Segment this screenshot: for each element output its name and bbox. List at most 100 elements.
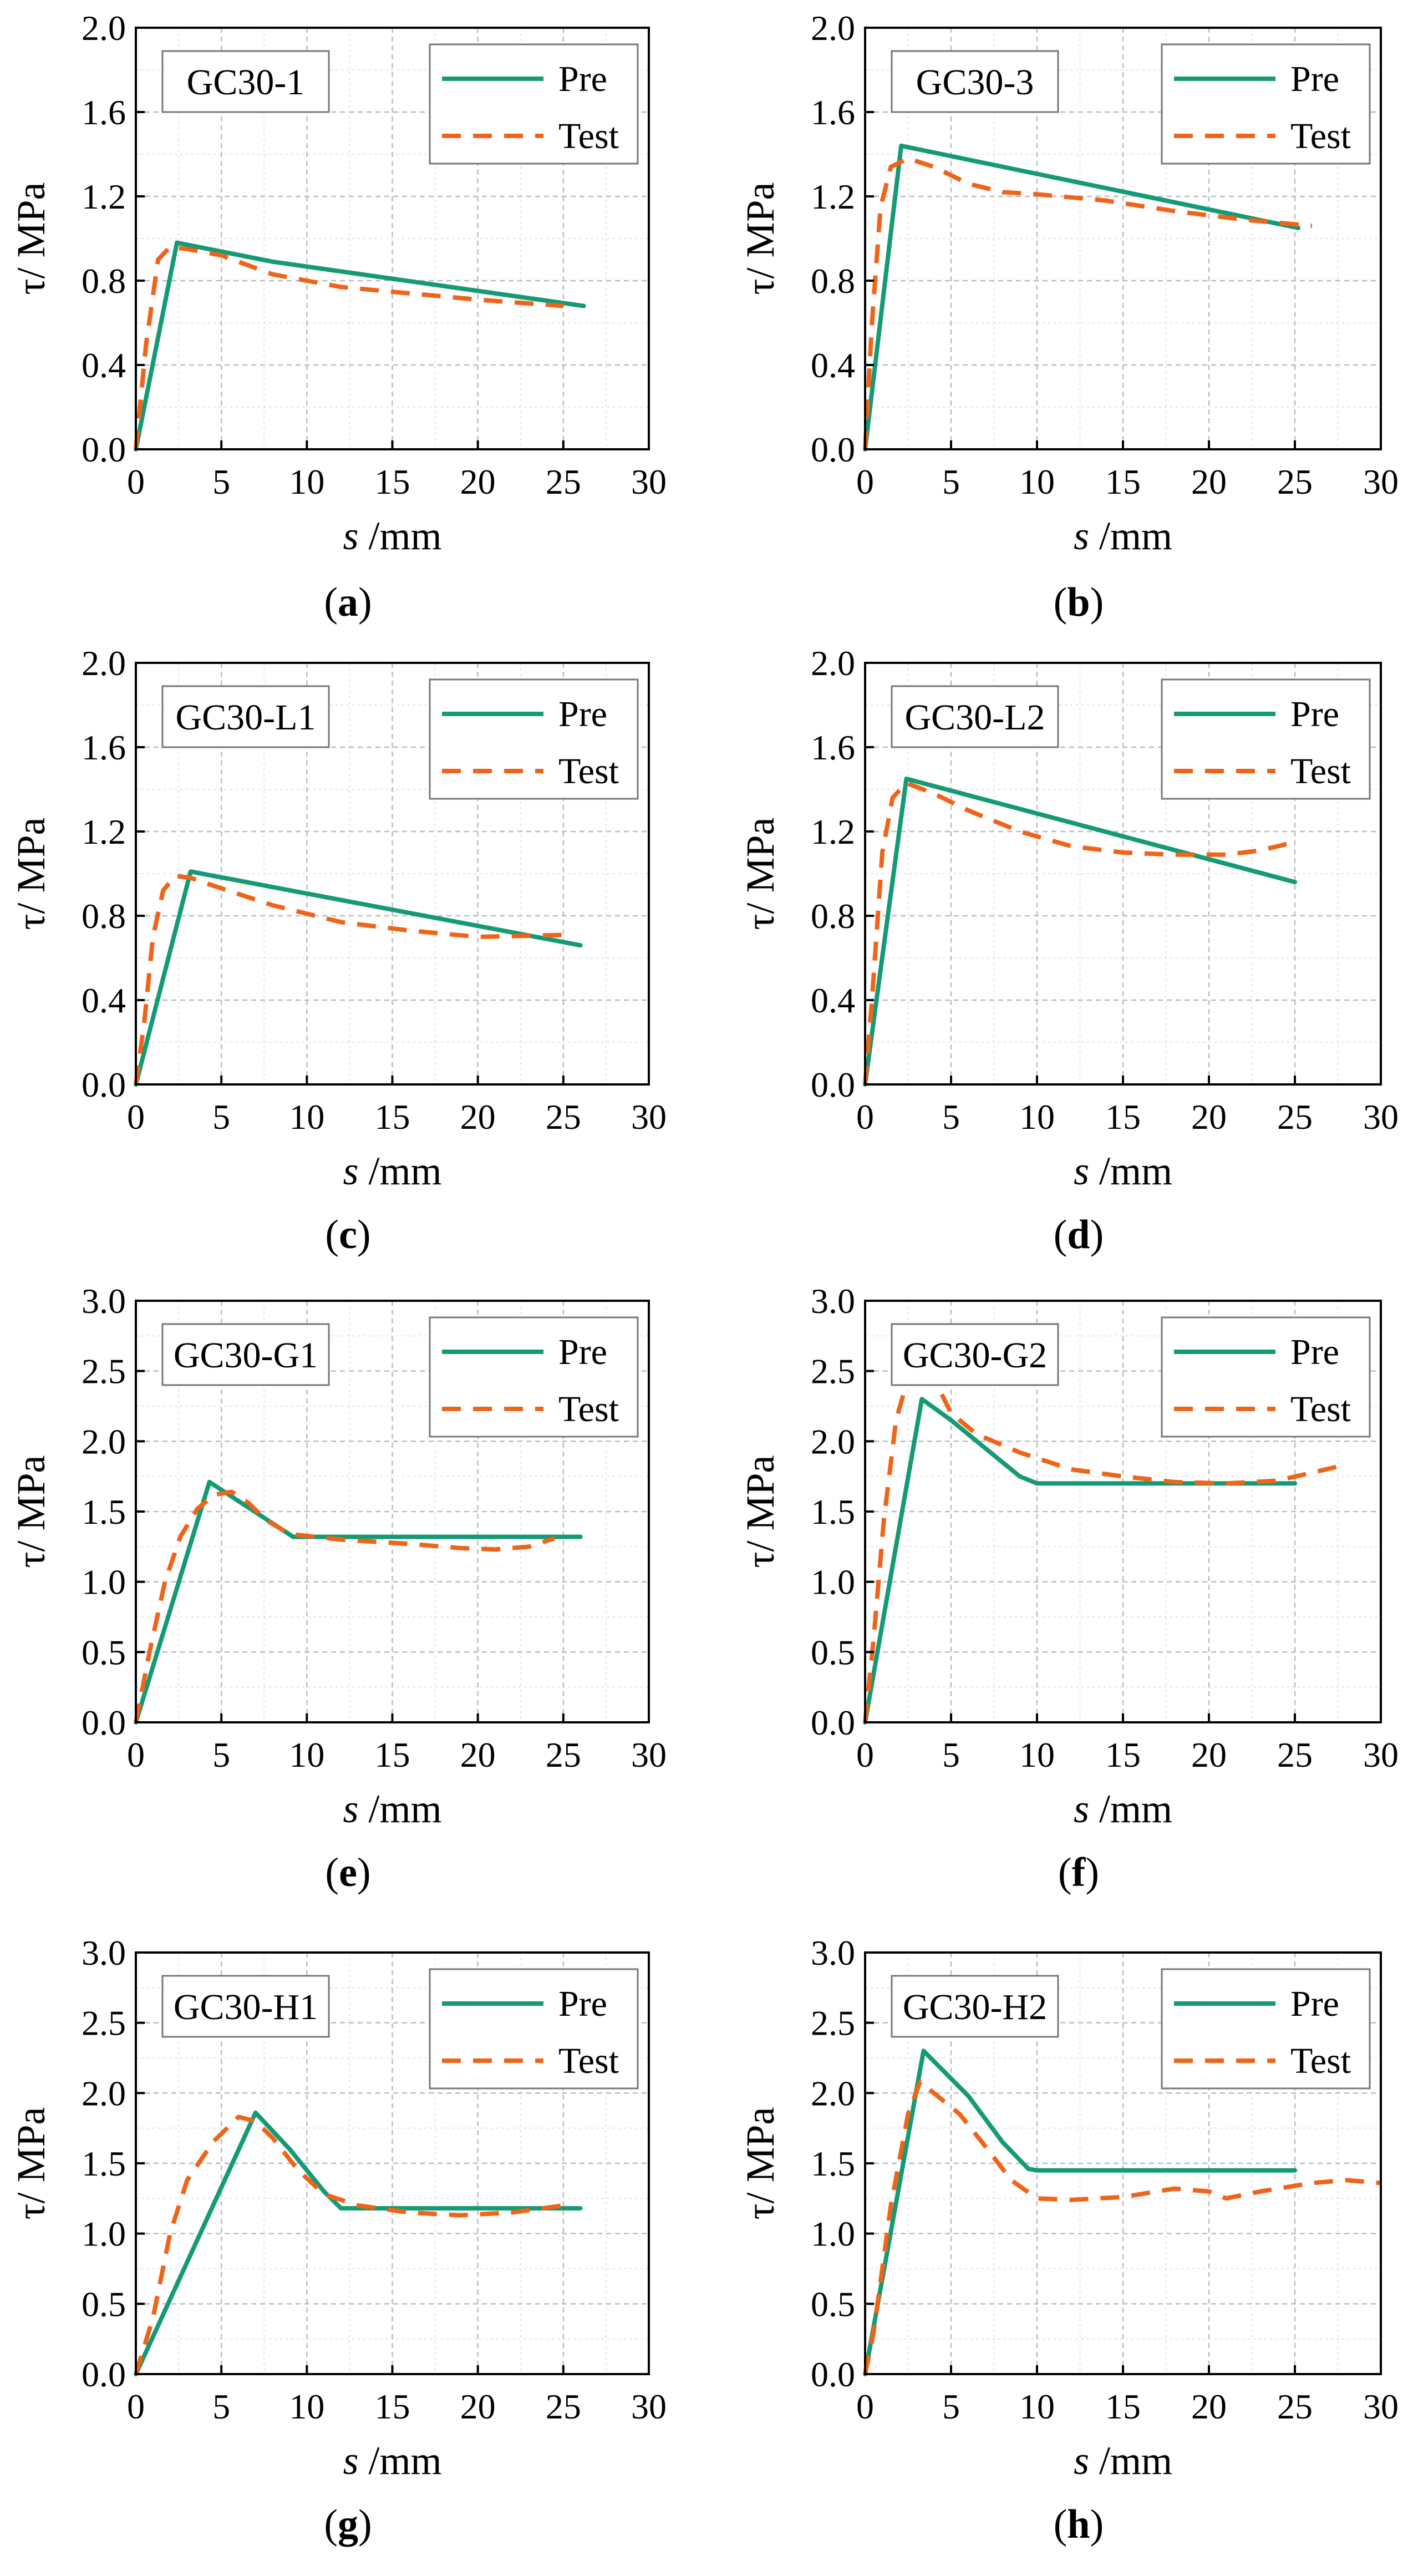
- x-tick-label: 30: [1363, 2387, 1399, 2426]
- series-line-test: [134, 245, 564, 450]
- x-axis-symbol: s: [343, 514, 358, 558]
- specimen-label: GC30-H1: [174, 1987, 318, 2027]
- caption-letter: h: [1067, 2502, 1090, 2547]
- y-axis-label: τ/ MPa: [9, 2107, 53, 2220]
- legend-label-pre: Pre: [1290, 59, 1339, 99]
- x-tick-label: 20: [1191, 2387, 1227, 2426]
- caption-letter: f: [1072, 1850, 1086, 1895]
- y-tick-label: 0.0: [811, 1703, 855, 1742]
- series-line-pre: [134, 240, 586, 452]
- y-tick-label: 0.0: [811, 430, 855, 469]
- specimen-label: GC30-3: [916, 62, 1034, 103]
- caption-paren: (: [324, 580, 338, 625]
- x-tick-label: 25: [1277, 2387, 1313, 2426]
- x-tick-label: 10: [289, 1735, 324, 1774]
- x-tick-label: 15: [375, 2387, 410, 2426]
- y-tick-label: 0.5: [811, 2284, 855, 2324]
- x-tick-label: 20: [460, 462, 496, 501]
- caption-paren: ): [357, 1212, 371, 1257]
- panel-b: 0 5 10 15 20 25 30 0.0 0.4 0.8 1.2 1.6 2.0 s /mm τ/ MP…: [738, 8, 1399, 625]
- caption-letter: d: [1067, 1212, 1090, 1257]
- series-line-pre: [863, 1397, 1297, 1725]
- legend-label-test: Test: [1290, 2041, 1351, 2081]
- series-line-pre: [134, 1479, 583, 1725]
- x-tick-label: 25: [546, 2387, 581, 2426]
- y-tick-label: 3.0: [811, 1933, 855, 1972]
- specimen-label-box: [161, 1975, 330, 2038]
- y-tick-label: 2.0: [811, 643, 855, 683]
- x-tick-label: 5: [942, 462, 960, 501]
- x-axis-symbol: s: [1074, 2438, 1089, 2483]
- panel-caption: (d): [1054, 1212, 1104, 1257]
- x-tick-label: 15: [1105, 462, 1141, 501]
- y-tick-label: 0.8: [811, 896, 855, 936]
- caption-paren: (: [1054, 580, 1068, 625]
- x-tick-label: 30: [631, 1735, 667, 1774]
- y-tick-label: 2.0: [82, 643, 126, 683]
- y-tick-label: 0.4: [82, 981, 126, 1020]
- y-tick-label: 3.0: [811, 1281, 855, 1321]
- panel-caption: (b): [1054, 580, 1104, 625]
- y-tick-label: 3.0: [82, 1933, 126, 1972]
- y-tick-label: 1.6: [811, 93, 855, 132]
- caption-paren: (: [325, 1850, 339, 1895]
- x-axis-label: s /mm: [1074, 1787, 1172, 1831]
- x-axis-symbol: s: [343, 2438, 358, 2483]
- x-tick-label: 0: [856, 2387, 874, 2426]
- y-axis-label: τ/ MPa: [9, 182, 53, 295]
- caption-letter: g: [338, 2502, 358, 2547]
- y-tick-label: 1.5: [82, 1492, 126, 1532]
- caption-paren: (: [1054, 1212, 1068, 1257]
- specimen-label-box: [161, 685, 330, 748]
- caption-letter: a: [338, 580, 358, 625]
- y-tick-label: 0.0: [811, 2355, 855, 2394]
- y-tick-label: 2.0: [82, 1422, 126, 1461]
- y-tick-label: 1.6: [82, 93, 126, 132]
- legend-label-test: Test: [1290, 751, 1351, 792]
- x-axis-symbol: s: [343, 1149, 358, 1193]
- x-tick-label: 30: [631, 2387, 667, 2426]
- series-line-test: [134, 2114, 564, 2375]
- x-axis-symbol: s: [1074, 514, 1089, 558]
- y-tick-label: 0.0: [82, 1703, 126, 1742]
- series-line-pre: [863, 2048, 1297, 2376]
- x-axis-label: s /mm: [1074, 2438, 1172, 2483]
- x-tick-label: 20: [1191, 1097, 1227, 1137]
- series-line-pre: [134, 869, 583, 1087]
- x-tick-label: 5: [942, 2387, 960, 2426]
- x-tick-label: 30: [631, 1097, 667, 1137]
- caption-paren: (: [324, 2502, 338, 2547]
- x-tick-label: 25: [546, 1735, 581, 1774]
- y-tick-label: 0.5: [82, 1632, 126, 1672]
- y-tick-label: 1.0: [811, 1563, 855, 1602]
- specimen-label-box: [161, 1323, 330, 1386]
- legend-label-test: Test: [558, 751, 619, 792]
- legend-label-test: Test: [1290, 116, 1351, 156]
- x-tick-label: 25: [1277, 1097, 1313, 1137]
- series-line-test: [863, 2080, 1381, 2375]
- y-tick-label: 2.5: [811, 2004, 855, 2043]
- caption-paren: ): [1090, 2502, 1104, 2547]
- x-tick-label: 5: [212, 1735, 230, 1774]
- caption-paren: ): [358, 580, 372, 625]
- y-tick-label: 0.4: [82, 346, 126, 385]
- y-axis-label: τ/ MPa: [9, 818, 53, 930]
- panel-caption: (c): [325, 1212, 370, 1257]
- specimen-label-box: [891, 1323, 1059, 1386]
- x-axis-unit: /mm: [1089, 514, 1172, 558]
- x-tick-label: 10: [289, 1097, 324, 1137]
- legend-box: [1161, 1968, 1371, 2090]
- panel-a: 0 5 10 15 20 25 30 0.0 0.4 0.8 1.2 1.6 2.0 s /mm τ/ MP…: [9, 8, 667, 625]
- x-tick-label: 30: [1363, 1097, 1399, 1137]
- x-axis-label: s /mm: [343, 1787, 441, 1831]
- x-tick-label: 25: [1277, 462, 1313, 501]
- x-axis-unit: /mm: [359, 2438, 442, 2483]
- x-tick-label: 20: [1191, 462, 1227, 501]
- specimen-label: GC30-1: [187, 62, 305, 103]
- legend-box: [1161, 43, 1371, 165]
- x-tick-label: 15: [1105, 2387, 1141, 2426]
- panel-d: 0 5 10 15 20 25 30 0.0 0.4 0.8 1.2 1.6 2.0 s /mm τ/ MP…: [738, 643, 1399, 1257]
- x-axis-symbol: s: [343, 1787, 358, 1831]
- x-tick-label: 15: [1105, 1097, 1141, 1137]
- series-line-pre: [863, 777, 1297, 1087]
